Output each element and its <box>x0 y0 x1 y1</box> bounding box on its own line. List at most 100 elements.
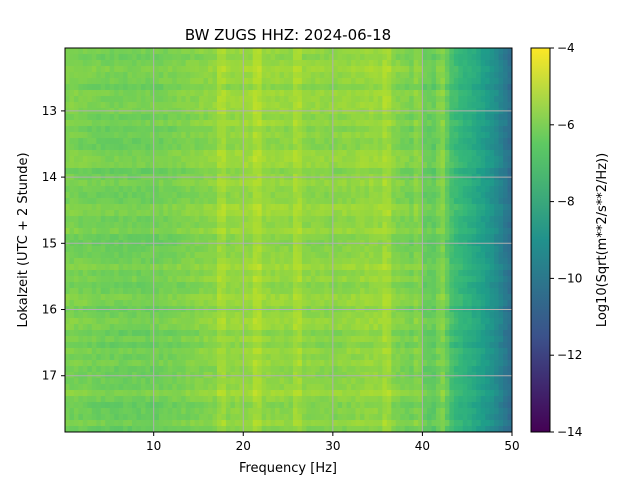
heatmap-cell <box>176 264 182 271</box>
heatmap-cell <box>427 96 433 103</box>
heatmap-cell <box>498 210 504 217</box>
heatmap-cell <box>462 48 468 55</box>
heatmap-cell <box>234 60 240 67</box>
heatmap-cell <box>261 258 267 265</box>
heatmap-cell <box>458 90 464 97</box>
heatmap-cell <box>494 222 500 229</box>
heatmap-cell <box>400 216 406 223</box>
heatmap-cell <box>360 216 366 223</box>
heatmap-cell <box>306 270 312 277</box>
heatmap-cell <box>158 186 164 193</box>
heatmap-cell <box>266 258 272 265</box>
heatmap-cell <box>503 210 509 217</box>
heatmap-cell <box>221 246 227 253</box>
heatmap-cell <box>409 180 415 187</box>
heatmap-cell <box>364 48 370 55</box>
heatmap-cell <box>91 288 97 295</box>
heatmap-cell <box>145 294 151 301</box>
heatmap-cell <box>404 342 410 349</box>
heatmap-cell <box>212 234 218 241</box>
heatmap-cell <box>319 192 325 199</box>
heatmap-cell <box>132 96 138 103</box>
heatmap-cell <box>377 312 383 319</box>
heatmap-cell <box>275 54 281 61</box>
heatmap-cell <box>306 162 312 169</box>
heatmap-cell <box>444 324 451 331</box>
heatmap-cell <box>203 228 209 235</box>
heatmap-cell <box>114 186 120 193</box>
heatmap-cell <box>78 180 84 187</box>
heatmap-cell <box>337 276 343 283</box>
heatmap-cell <box>172 54 178 61</box>
heatmap-cell <box>216 270 223 277</box>
heatmap-cell <box>132 252 138 259</box>
heatmap-cell <box>190 96 196 103</box>
heatmap-cell <box>494 114 500 121</box>
heatmap-cell <box>404 210 410 217</box>
heatmap-cell <box>69 78 75 85</box>
heatmap-cell <box>158 150 164 157</box>
heatmap-cell <box>436 132 442 139</box>
heatmap-cell <box>471 342 477 349</box>
heatmap-cell <box>418 144 424 151</box>
heatmap-cell <box>418 54 424 61</box>
heatmap-cell <box>243 120 249 127</box>
heatmap-cell <box>252 312 258 319</box>
heatmap-cell <box>360 150 366 157</box>
heatmap-cell <box>158 330 164 337</box>
heatmap-cell <box>364 336 370 343</box>
heatmap-cell <box>185 312 191 319</box>
heatmap-cell <box>203 198 209 205</box>
heatmap-cell <box>234 276 240 283</box>
heatmap-cell <box>82 228 88 235</box>
heatmap-cell <box>216 78 223 85</box>
heatmap-cell <box>489 264 495 271</box>
heatmap-cell <box>172 72 178 79</box>
heatmap-cell <box>382 120 388 127</box>
heatmap-cell <box>418 204 424 211</box>
heatmap-cell <box>176 96 182 103</box>
heatmap-cell <box>284 186 290 193</box>
heatmap-cell <box>132 72 138 79</box>
heatmap-cell <box>114 198 120 205</box>
heatmap-cell <box>100 84 106 91</box>
heatmap-cell <box>503 126 509 133</box>
heatmap-cell <box>333 144 339 151</box>
heatmap-cell <box>377 264 383 271</box>
heatmap-cell <box>395 210 401 217</box>
heatmap-cell <box>342 84 348 91</box>
heatmap-cell <box>297 276 303 283</box>
heatmap-cell <box>333 78 339 85</box>
heatmap-cell <box>87 72 93 79</box>
heatmap-cell <box>96 300 102 307</box>
heatmap-cell <box>436 336 442 343</box>
heatmap-cell <box>181 90 187 97</box>
heatmap-cell <box>391 102 397 109</box>
heatmap-cell <box>360 180 366 187</box>
heatmap-cell <box>386 234 392 241</box>
heatmap-cell <box>440 84 446 91</box>
heatmap-cell <box>96 270 102 277</box>
heatmap-cell <box>91 66 97 73</box>
heatmap-cell <box>476 216 482 223</box>
heatmap-cell <box>284 132 290 139</box>
heatmap-cell <box>239 114 245 121</box>
heatmap-cell <box>476 222 482 229</box>
heatmap-cell <box>145 330 151 337</box>
heatmap-cell <box>301 324 307 331</box>
heatmap-cell <box>109 330 115 337</box>
heatmap-cell <box>118 294 124 301</box>
heatmap-cell <box>467 222 473 229</box>
heatmap-cell <box>346 84 352 91</box>
heatmap-cell <box>149 312 155 319</box>
heatmap-cell <box>431 342 437 349</box>
heatmap-cell <box>65 204 71 211</box>
heatmap-cell <box>386 60 392 67</box>
heatmap-cell <box>275 132 281 139</box>
heatmap-cell <box>284 120 290 127</box>
heatmap-cell <box>418 270 424 277</box>
heatmap-cell <box>248 150 254 157</box>
heatmap-cell <box>127 276 133 283</box>
heatmap-cell <box>190 132 196 139</box>
